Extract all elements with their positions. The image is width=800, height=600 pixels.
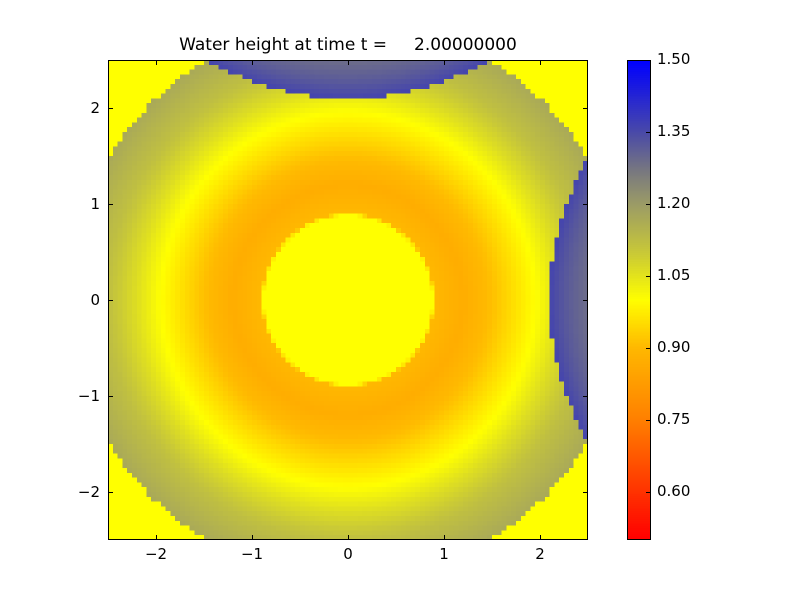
x-tick	[251, 535, 253, 540]
colorbar-tick-label: 1.50	[657, 50, 691, 68]
y-tick	[108, 203, 113, 205]
colorbar-tick	[646, 131, 651, 133]
colorbar-tick	[646, 491, 651, 493]
colorbar-tick-label: 0.60	[657, 482, 691, 500]
x-tick	[251, 60, 253, 65]
x-tick	[443, 60, 445, 65]
colorbar-tick	[646, 419, 651, 421]
x-tick-label: −2	[144, 545, 168, 563]
y-tick	[583, 299, 588, 301]
x-tick	[347, 60, 349, 65]
y-tick-label: 0	[90, 291, 100, 309]
colorbar-tick	[646, 275, 651, 277]
y-tick	[583, 107, 588, 109]
colorbar-tick	[646, 347, 651, 349]
colorbar-tick-label: 1.05	[657, 266, 691, 284]
y-tick	[583, 203, 588, 205]
y-tick-label: 2	[90, 99, 100, 117]
x-tick	[155, 535, 157, 540]
y-tick-label: −1	[77, 387, 100, 405]
y-tick	[108, 491, 113, 493]
y-tick	[108, 395, 113, 397]
x-tick	[347, 535, 349, 540]
colorbar-tick-label: 1.35	[657, 122, 691, 140]
y-tick	[583, 395, 588, 397]
colorbar	[627, 60, 651, 540]
colorbar-tick-label: 0.75	[657, 410, 691, 428]
colorbar-tick-label: 1.20	[657, 194, 691, 212]
x-tick	[443, 535, 445, 540]
axes-frame	[108, 60, 588, 540]
y-tick	[108, 299, 113, 301]
chart-title: Water height at time t = 2.00000000	[179, 35, 517, 55]
x-tick-label: −1	[240, 545, 264, 563]
y-tick-label: 1	[90, 195, 100, 213]
x-tick	[539, 535, 541, 540]
y-tick-label: −2	[77, 483, 100, 501]
x-tick	[539, 60, 541, 65]
colorbar-tick-label: 0.90	[657, 338, 691, 356]
x-tick-label: 1	[439, 545, 449, 563]
x-tick	[155, 60, 157, 65]
water-height-heatmap	[108, 60, 588, 540]
y-tick	[583, 491, 588, 493]
colorbar-tick	[646, 59, 651, 61]
colorbar-tick	[646, 203, 651, 205]
x-tick-label: 2	[535, 545, 545, 563]
x-tick-label: 0	[343, 545, 353, 563]
y-tick	[108, 107, 113, 109]
